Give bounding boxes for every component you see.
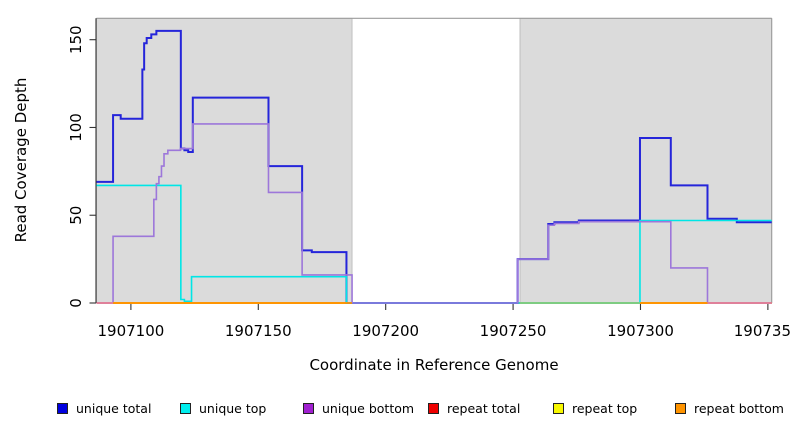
legend-label: repeat top bbox=[572, 400, 638, 416]
y-tick-label: 100 bbox=[67, 113, 85, 142]
series-unique-top bbox=[96, 184, 772, 304]
x-tick-label: 190735 bbox=[734, 322, 791, 340]
legend-label: unique bottom bbox=[322, 400, 415, 416]
legend-label: repeat total bbox=[447, 400, 521, 416]
coverage-plot: 0 50 100 150 1907100 1907150 1907200 1907250 190… bbox=[67, 17, 791, 340]
x-tick-label: 1907300 bbox=[607, 322, 674, 340]
legend-swatch bbox=[303, 402, 314, 414]
shaded-region bbox=[519, 17, 773, 304]
legend-item-repeat-top: repeat top bbox=[553, 399, 637, 417]
legend-label: unique total bbox=[76, 400, 152, 416]
legend-swatch bbox=[428, 402, 439, 414]
x-tick-label: 1907150 bbox=[225, 322, 292, 340]
legend-swatch bbox=[553, 402, 564, 414]
legend-item-unique-total: unique total bbox=[57, 399, 151, 417]
legend-item-unique-top: unique top bbox=[180, 399, 266, 417]
y-tick-label: 50 bbox=[67, 206, 85, 225]
x-tick-label: 1907250 bbox=[480, 322, 547, 340]
y-tick-label: 150 bbox=[67, 25, 85, 54]
legend-label: repeat bottom bbox=[694, 400, 784, 416]
legend-label: unique top bbox=[199, 400, 267, 416]
legend-swatch bbox=[675, 402, 686, 414]
chart-legend: unique total unique top unique bottom repea… bbox=[0, 399, 792, 421]
legend-item-repeat-bottom: repeat bottom bbox=[675, 399, 784, 417]
legend-item-repeat-total: repeat total bbox=[428, 399, 520, 417]
shaded-region bbox=[96, 17, 353, 304]
y-tick-label: 0 bbox=[67, 298, 85, 308]
x-axis-label: Coordinate in Reference Genome bbox=[309, 356, 559, 374]
legend-item-unique-bottom: unique bottom bbox=[303, 399, 414, 417]
x-tick-label: 1907200 bbox=[352, 322, 419, 340]
legend-swatch bbox=[180, 402, 191, 414]
legend-swatch bbox=[57, 402, 68, 414]
x-tick-label: 1907100 bbox=[97, 322, 164, 340]
series-unique-bottom bbox=[96, 123, 772, 304]
y-axis-label: Read Coverage Depth bbox=[12, 77, 30, 243]
